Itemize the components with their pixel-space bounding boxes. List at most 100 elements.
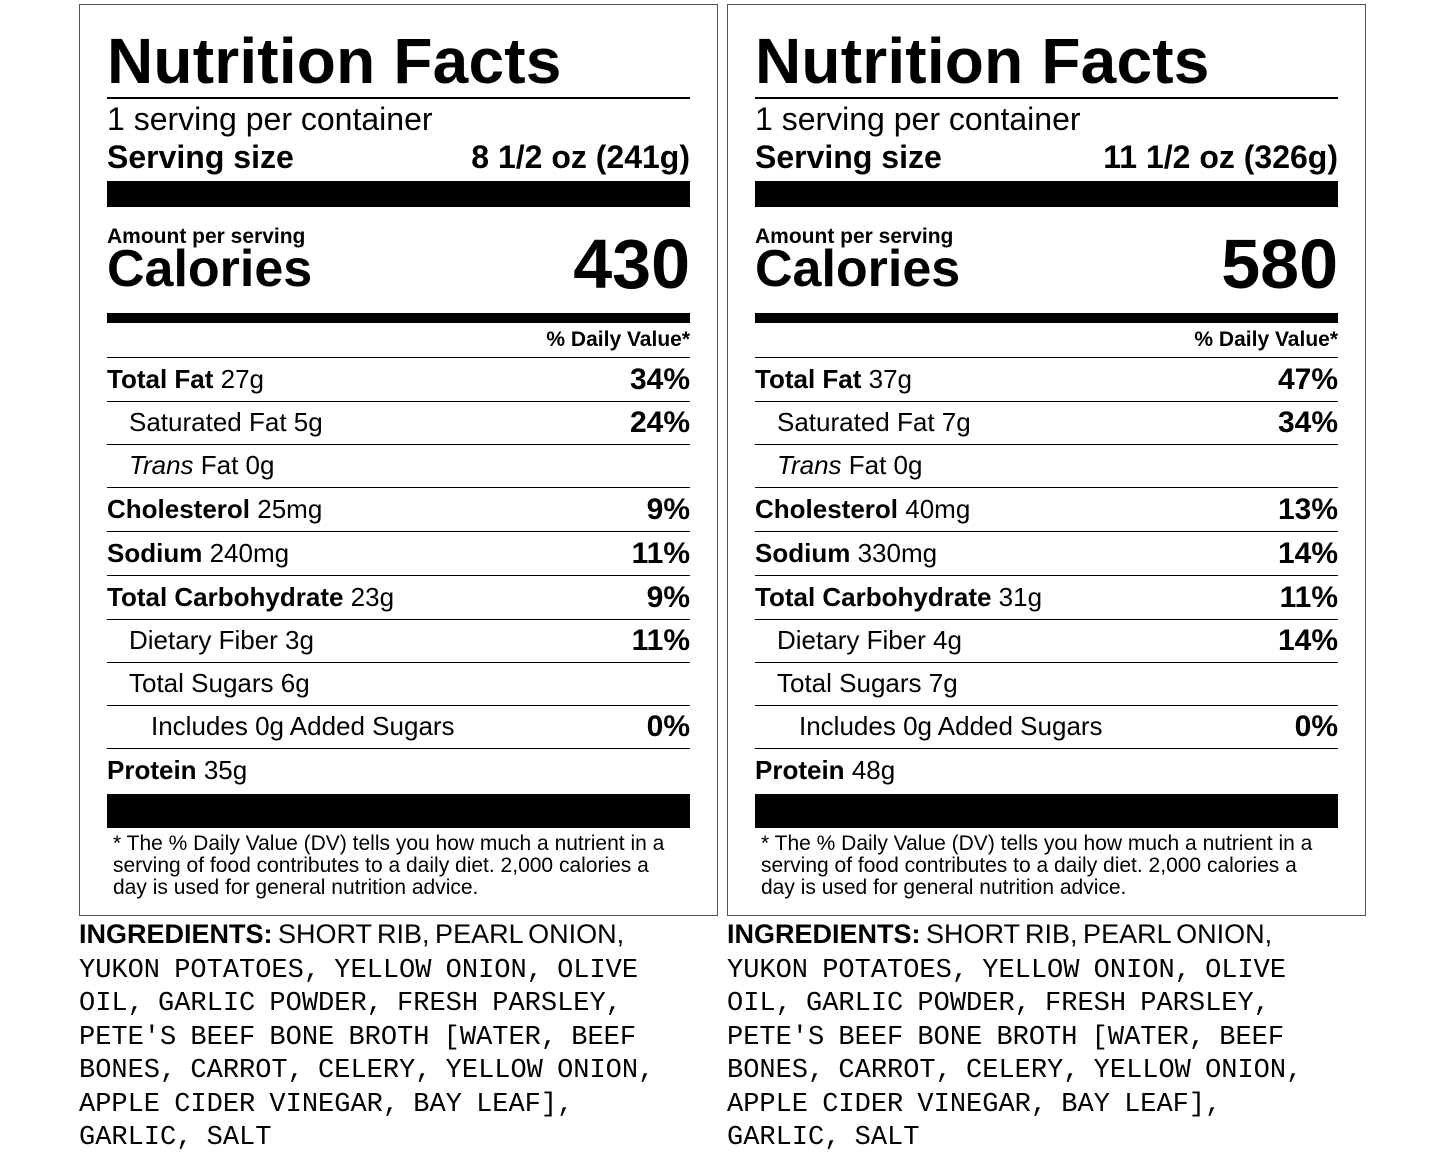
nutrient-row-total-sugars: Total Sugars 7g [755,662,1338,705]
ingredients-line: YUKON POTATOES, YELLOW ONION, OLIVE [727,955,1287,986]
ingredients-line: PETE'S BEEF BONE BROTH [WATER, BEEF [79,1022,637,1053]
medium-divider [107,313,690,323]
nutrient-row-added-sugars: Includes 0g Added Sugars 0% [107,705,690,748]
nutrient-row-total-fat: Total Fat 27g 34% [107,357,690,401]
serving-size-value: 8 1/2 oz (241g) [471,139,690,175]
serving-size-label: Serving size [107,139,294,175]
nutrient-dv: 11% [631,623,690,657]
ingredients-line: BONES, CARROT, CELERY, YELLOW ONION, [727,1056,1303,1086]
ingredients-line: YUKON POTATOES, YELLOW ONION, OLIVE [79,955,639,986]
nutrient-name: Cholesterol [107,494,251,524]
nutrition-facts-label: Nutrition Facts 1 serving per container … [79,4,718,916]
nutrient-amount: 330mg [857,538,938,568]
calories-value: 580 [1221,225,1338,303]
calories-row: Calories 430 [107,229,690,299]
amount-per-serving: Amount per serving [107,225,306,248]
nutrient-dv: 14% [1277,536,1338,570]
trans-italic: Trans [129,450,194,480]
thick-divider [107,181,690,207]
nutrient-name: Dietary Fiber 4g [777,625,962,655]
ingredients-label: INGREDIENTS: [727,919,921,949]
daily-value-footnote: * The % Daily Value (DV) tells you how m… [113,832,665,899]
nutrient-name: Includes 0g Added Sugars [799,711,1103,741]
nutrient-row-added-sugars: Includes 0g Added Sugars 0% [755,705,1338,748]
serving-size-label: Serving size [755,139,942,175]
serving-size-row: Serving size 8 1/2 oz (241g) [107,137,690,177]
ingredients-list: INGREDIENTS: SHORT RIB, PEARL ONION, YUK… [79,918,718,1156]
nutrition-facts-label: Nutrition Facts 1 serving per container … [727,4,1366,916]
nutrient-amount: 27g [220,364,265,394]
ingredients-list: INGREDIENTS: SHORT RIB, PEARL ONION, YUK… [727,918,1366,1156]
thick-divider-bottom [107,794,690,828]
nutrient-row-dietary-fiber: Dietary Fiber 3g 11% [107,619,690,662]
thick-divider-bottom [755,794,1338,828]
nutrient-row-sodium: Sodium 330mg 14% [755,531,1338,575]
nutrient-row-trans-fat: Trans Fat 0g [107,444,690,487]
ingredients-line: OIL, GARLIC POWDER, FRESH PARSLEY, [79,989,622,1019]
nutrient-name: Sodium [107,538,203,568]
nutrient-name: Dietary Fiber 3g [129,625,314,655]
nutrient-name: Total Fat [755,364,862,394]
nutrient-amount: 25mg [257,494,323,524]
serving-size-value: 11 1/2 oz (326g) [1103,139,1338,175]
nutrient-dv: 9% [646,580,690,614]
divider [107,97,690,99]
nutrient-dv: 13% [1277,492,1338,526]
amount-per-serving: Amount per serving [755,225,954,248]
nutrient-amount: 23g [350,582,395,612]
nutrient-row-total-fat: Total Fat 37g 47% [755,357,1338,401]
nutrient-row-cholesterol: Cholesterol 40mg 13% [755,487,1338,531]
nutrient-name: Protein [755,755,845,785]
nutrient-name: Total Carbohydrate [755,582,992,612]
ingredients-line: APPLE CIDER VINEGAR, BAY LEAF], [79,1089,574,1120]
nutrient-dv: 47% [1277,362,1338,396]
calories-row: Calories 580 [755,229,1338,299]
nutrient-row-trans-fat: Trans Fat 0g [755,444,1338,487]
nutrient-name: Protein [107,755,197,785]
nutrient-name: Fat 0g [193,450,275,480]
nutrient-amount: 40mg [905,494,971,524]
nutrition-panel-right: Nutrition Facts 1 serving per container … [727,4,1366,1156]
nutrition-panel-left: Nutrition Facts 1 serving per container … [79,4,718,1156]
nutrient-dv: 14% [1277,623,1338,657]
nutrient-dv: 34% [629,362,690,396]
calories-label: Calories [107,240,313,298]
nutrient-name: Total Sugars 7g [777,668,958,698]
nutrient-row-cholesterol: Cholesterol 25mg 9% [107,487,690,531]
nutrient-name: Total Sugars 6g [129,668,310,698]
nutrient-row-sodium: Sodium 240mg 11% [107,531,690,575]
nutrient-name: Sodium [755,538,851,568]
daily-value-footnote: * The % Daily Value (DV) tells you how m… [761,832,1313,899]
ingredients-line: GARLIC, SALT [79,1123,272,1153]
label-title: Nutrition Facts [107,25,562,97]
nutrient-amount: 31g [998,582,1043,612]
nutrient-name: Saturated Fat 5g [129,407,323,437]
medium-divider [755,313,1338,323]
nutrient-row-saturated-fat: Saturated Fat 5g 24% [107,401,690,444]
calories-value: 430 [573,225,690,303]
label-title: Nutrition Facts [755,25,1210,97]
thick-divider [755,181,1338,207]
nutrient-dv: 11% [631,536,690,570]
ingredients-line: BONES, CARROT, CELERY, YELLOW ONION, [79,1056,655,1086]
serving-size-row: Serving size 11 1/2 oz (326g) [755,137,1338,177]
calories-label: Calories [755,240,961,298]
nutrient-row-total-carbohydrate: Total Carbohydrate 31g 11% [755,575,1338,619]
nutrient-dv: 11% [1279,580,1338,614]
nutrient-row-saturated-fat: Saturated Fat 7g 34% [755,401,1338,444]
nutrient-row-dietary-fiber: Dietary Fiber 4g 14% [755,619,1338,662]
ingredients-line: SHORT RIB, PEARL ONION, [920,919,1273,949]
ingredients-first-line: INGREDIENTS: SHORT RIB, PEARL ONION, [727,918,1366,955]
ingredients-line: PETE'S BEEF BONE BROTH [WATER, BEEF [727,1022,1285,1053]
nutrient-name: Cholesterol [755,494,899,524]
daily-value-header: % Daily Value* [546,328,690,351]
nutrient-name: Fat 0g [841,450,923,480]
nutrient-amount: 37g [868,364,913,394]
nutrient-row-total-sugars: Total Sugars 6g [107,662,690,705]
nutrient-amount: 240mg [209,538,290,568]
nutrient-dv: 24% [629,405,690,439]
nutrient-row-protein: Protein 48g [755,748,1338,792]
servings-per-container: 1 serving per container [755,101,1081,137]
divider [755,97,1338,99]
nutrient-row-total-carbohydrate: Total Carbohydrate 23g 9% [107,575,690,619]
